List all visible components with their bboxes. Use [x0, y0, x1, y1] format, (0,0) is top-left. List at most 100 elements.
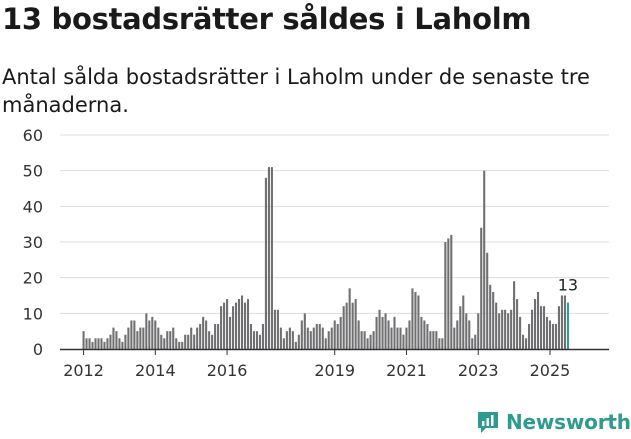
bar — [306, 327, 309, 349]
bar — [510, 309, 513, 349]
x-tick-label: 2023 — [458, 361, 499, 380]
bar — [357, 320, 360, 349]
bar — [88, 338, 91, 349]
bar — [279, 327, 282, 349]
bar — [199, 324, 202, 349]
bar — [276, 309, 279, 349]
bar — [348, 288, 351, 349]
bar — [229, 316, 232, 349]
bar — [489, 284, 492, 349]
bar — [103, 341, 106, 349]
bar-highlight — [566, 302, 569, 349]
bar — [516, 299, 519, 349]
x-tick-label: 2019 — [314, 361, 355, 380]
bar — [462, 295, 465, 349]
bar — [381, 316, 384, 349]
bar — [193, 334, 196, 349]
bar — [237, 299, 241, 349]
bar — [211, 334, 214, 349]
bar — [139, 327, 142, 349]
bar — [175, 338, 178, 349]
bar — [551, 324, 555, 349]
bar — [542, 306, 546, 349]
bar — [405, 327, 408, 349]
bar — [336, 324, 339, 349]
bar — [435, 331, 438, 349]
newsworthy-logo[interactable]: Newsworthy — [476, 408, 631, 436]
bar — [97, 338, 100, 349]
bar — [249, 324, 253, 349]
bar — [294, 341, 297, 349]
x-tick-label: 2021 — [386, 361, 427, 380]
bar — [513, 281, 516, 349]
bar — [554, 324, 558, 349]
bar — [100, 338, 103, 349]
bar — [339, 316, 342, 349]
x-tick-label: 2016 — [207, 361, 248, 380]
bar — [157, 327, 160, 349]
bar — [181, 341, 184, 349]
bar — [504, 309, 507, 349]
bar — [444, 242, 447, 349]
bar — [426, 324, 429, 349]
bar — [450, 234, 453, 349]
bar — [477, 313, 480, 349]
bar — [115, 331, 118, 349]
bar — [432, 331, 435, 349]
bar — [548, 320, 552, 349]
bar — [217, 324, 220, 349]
bar — [438, 338, 441, 349]
bar — [492, 291, 495, 349]
bar — [411, 288, 414, 349]
y-tick-label: 20 — [23, 269, 43, 288]
bar — [519, 316, 522, 349]
bar — [420, 316, 423, 349]
bar — [327, 331, 330, 349]
bars — [82, 167, 569, 349]
bar — [507, 313, 510, 349]
bar — [172, 327, 175, 349]
bar — [187, 334, 190, 349]
bar — [399, 327, 402, 349]
bar — [166, 331, 169, 349]
bar — [354, 299, 357, 349]
y-tick-label: 60 — [23, 126, 43, 145]
bar — [372, 331, 375, 349]
bar — [106, 338, 109, 349]
bar — [124, 334, 127, 349]
y-axis-ticks: 0 10 20 30 40 50 60 — [23, 126, 43, 359]
bar — [255, 331, 259, 349]
bar — [151, 316, 154, 349]
bar — [264, 177, 267, 349]
bar — [205, 320, 208, 349]
y-tick-label: 50 — [23, 162, 43, 181]
bar — [545, 316, 549, 349]
bar — [208, 331, 211, 349]
bar — [133, 320, 136, 349]
bar — [270, 167, 273, 349]
x-axis: 2012 2014 2016 2019 2021 2023 2025 — [60, 348, 609, 380]
bar — [324, 338, 327, 349]
bar — [384, 313, 387, 349]
bar — [196, 327, 199, 349]
bar — [486, 252, 489, 349]
bar — [315, 324, 318, 349]
bar — [390, 327, 393, 349]
bar — [312, 327, 315, 349]
bar — [536, 291, 540, 349]
bar — [214, 324, 217, 349]
bar — [226, 299, 229, 349]
bar — [525, 338, 528, 349]
bar — [154, 320, 157, 349]
bar — [387, 320, 390, 349]
bar — [369, 334, 372, 349]
bar — [309, 331, 312, 349]
bar — [557, 306, 561, 349]
bar — [441, 338, 444, 349]
bar — [342, 306, 345, 349]
bar — [483, 170, 486, 349]
y-tick-label: 30 — [23, 233, 43, 252]
bar — [127, 327, 130, 349]
bar — [130, 320, 133, 349]
bar — [414, 291, 417, 349]
